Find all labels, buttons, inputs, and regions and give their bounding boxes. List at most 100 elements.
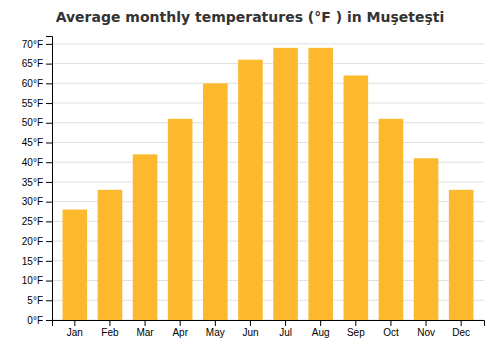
bar — [308, 48, 333, 320]
y-tick-label: 15°F — [22, 256, 43, 267]
y-tick-mark — [46, 300, 52, 301]
y-tick-mark — [46, 202, 52, 203]
x-tick-label: Feb — [101, 327, 119, 338]
grid-line — [52, 63, 484, 64]
y-tick-label: 35°F — [22, 177, 43, 188]
bar — [414, 158, 439, 320]
x-tick: Jan — [67, 320, 83, 338]
y-tick-label: 65°F — [22, 58, 43, 69]
x-tick-mark — [320, 320, 321, 326]
y-tick-label: 45°F — [22, 137, 43, 148]
x-tick-label: Nov — [417, 327, 435, 338]
y-tick: 65°F — [22, 58, 52, 69]
x-tick-mark — [180, 320, 181, 326]
y-tick-mark — [46, 182, 52, 183]
chart-svg: 0°F 5°F 10°F 15°F 20°F 25°F 30°F 35°F 40°F 45°F 50… — [0, 0, 500, 350]
y-tick: 55°F — [22, 98, 52, 109]
bar — [133, 154, 158, 320]
title: Average monthly temperatures (°F ) in Mu… — [56, 9, 445, 25]
x-tick: Dec — [452, 320, 470, 338]
y-tick-mark — [46, 162, 52, 163]
y-tick: 40°F — [22, 157, 52, 168]
x-axis: Jan Feb Mar Apr May Jun Jul Aug Sep Oct Nov Dec — [53, 320, 485, 338]
y-tick-mark — [46, 221, 52, 222]
x-tick-label: Sep — [347, 327, 365, 338]
x-tick-label: Jun — [242, 327, 258, 338]
y-tick-mark — [46, 83, 52, 84]
plot: 0°F 5°F 10°F 15°F 20°F 25°F 30°F 35°F 40°F 45°F 50… — [22, 37, 485, 339]
x-tick-mark — [355, 320, 356, 326]
x-tick-mark — [109, 320, 110, 326]
x-tick: Jul — [279, 320, 292, 338]
grid-line — [52, 122, 484, 123]
x-tick-mark — [426, 320, 427, 326]
x-tick-label: Dec — [452, 327, 470, 338]
y-tick-label: 70°F — [22, 39, 43, 50]
y-tick-mark — [46, 281, 52, 282]
x-tick-mark — [74, 320, 75, 326]
y-tick: 5°F — [27, 295, 52, 306]
x-tick: May — [206, 320, 225, 338]
x-tick-label: Jul — [279, 327, 292, 338]
x-tick: Oct — [383, 320, 399, 338]
bar — [168, 119, 193, 320]
grid-line — [52, 83, 484, 84]
x-tick-label: Oct — [383, 327, 399, 338]
chart-container: 0°F 5°F 10°F 15°F 20°F 25°F 30°F 35°F 40°F 45°F 50… — [0, 0, 500, 350]
y-tick: 20°F — [22, 236, 52, 247]
x-tick-label: Mar — [136, 327, 154, 338]
x-tick: Nov — [417, 320, 435, 338]
y-tick-label: 40°F — [22, 157, 43, 168]
y-tick-label: 5°F — [27, 295, 43, 306]
y-tick: 50°F — [22, 117, 52, 128]
y-tick-label: 50°F — [22, 117, 43, 128]
y-tick: 15°F — [22, 256, 52, 267]
y-tick-mark — [46, 320, 52, 321]
y-tick: 10°F — [22, 275, 52, 286]
y-tick-label: 10°F — [22, 275, 43, 286]
bar — [273, 48, 298, 320]
grid-line — [52, 103, 484, 104]
x-tick: Apr — [172, 320, 188, 338]
y-tick-mark — [46, 64, 52, 65]
x-tick-label: May — [206, 327, 225, 338]
bars — [63, 48, 474, 320]
x-tick-mark — [461, 320, 462, 326]
bar — [449, 190, 474, 320]
y-tick-mark — [46, 123, 52, 124]
x-tick: Aug — [312, 320, 330, 338]
y-tick-label: 55°F — [22, 98, 43, 109]
y-tick: 25°F — [22, 216, 52, 227]
x-tick-mark — [285, 320, 286, 326]
y-tick: 30°F — [22, 196, 52, 207]
bar — [63, 210, 88, 320]
y-tick: 35°F — [22, 177, 52, 188]
x-tick: Feb — [101, 320, 119, 338]
x-tick-label: Jan — [67, 327, 83, 338]
y-tick-mark — [46, 143, 52, 144]
x-tick-label: Aug — [312, 327, 330, 338]
bar — [203, 83, 228, 320]
grid — [52, 44, 484, 320]
y-tick-mark — [46, 103, 52, 104]
y-tick-mark — [46, 44, 52, 45]
x-tick-label: Apr — [172, 327, 188, 338]
bar — [344, 75, 369, 320]
y-tick: 0°F — [27, 315, 52, 326]
bar — [238, 60, 263, 320]
bar — [98, 190, 123, 320]
x-tick-mark — [250, 320, 251, 326]
y-tick: 60°F — [22, 78, 52, 89]
y-tick: 70°F — [22, 39, 52, 50]
y-tick-label: 60°F — [22, 78, 43, 89]
x-tick: Sep — [347, 320, 365, 338]
y-tick-label: 25°F — [22, 216, 43, 227]
bar — [379, 119, 404, 320]
y-axis-line — [46, 37, 53, 321]
y-axis: 0°F 5°F 10°F 15°F 20°F 25°F 30°F 35°F 40°F 45°F 50… — [22, 37, 53, 326]
y-tick-label: 30°F — [22, 196, 43, 207]
x-tick-mark — [145, 320, 146, 326]
x-tick-mark — [215, 320, 216, 326]
x-tick: Jun — [242, 320, 258, 338]
x-axis-line — [53, 321, 485, 327]
